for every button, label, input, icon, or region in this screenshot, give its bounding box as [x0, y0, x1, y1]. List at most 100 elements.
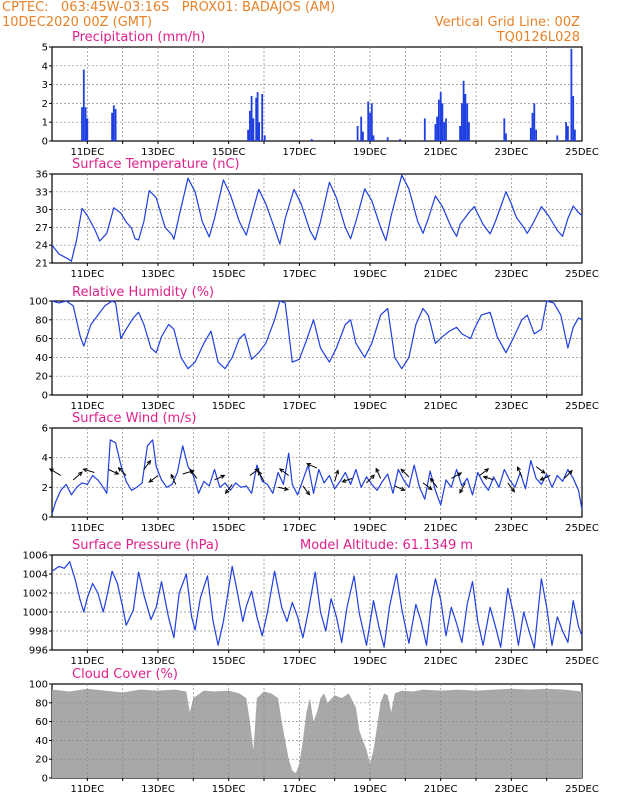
chart-4-wind-arrow: [277, 486, 289, 490]
chart-1-title: Precipitation (mm/h): [72, 30, 205, 45]
chart-1-bar: [84, 107, 87, 141]
chart-1-bar: [434, 124, 437, 141]
chart-4-wind-arrowhead: [510, 487, 516, 493]
chart-1-bar: [574, 129, 576, 141]
chart-2-ytick-label: 21: [35, 259, 48, 270]
chart-1-bar: [459, 126, 461, 141]
chart-4-wind-arrow: [507, 482, 515, 493]
chart-5-ytick-label: 1000: [23, 608, 48, 619]
chart-3-ytick-label: 40: [35, 353, 48, 364]
chart-1-bar: [441, 103, 444, 141]
chart-1-bar: [370, 103, 373, 141]
chart-4-wind-arrowhead: [189, 468, 195, 474]
header-line2-left: 10DEC2020 00Z (GMT): [2, 15, 153, 30]
chart-3-title: Relative Humidity (%): [72, 285, 214, 300]
chart-1-bar: [247, 129, 249, 141]
chart-5-ytick-label: 996: [29, 646, 48, 657]
chart-4-xtick-label: 25DEC: [565, 523, 599, 534]
chart-1-xtick-label: 21DEC: [424, 147, 458, 158]
chart-4-wind-arrow: [535, 466, 546, 474]
chart-1-ytick-label: 3: [42, 80, 48, 91]
chart-4-wind-arrow: [118, 467, 127, 476]
chart-4-wind-arrowhead: [148, 478, 154, 483]
chart-1-bar: [436, 116, 438, 141]
chart-1-ytick-label: 4: [42, 61, 48, 72]
chart-5-ytick-label: 1002: [23, 589, 48, 600]
chart-3-xtick-label: 15DEC: [212, 401, 246, 412]
chart-1-bar: [445, 118, 447, 141]
chart-4-xtick-label: 17DEC: [282, 523, 316, 534]
chart-4-wind-arrow: [143, 460, 151, 470]
chart-4-wind-arrowhead: [539, 476, 545, 481]
chart-4-wind-arrow: [306, 463, 318, 469]
chart-4-ytick-label: 0: [42, 513, 48, 524]
chart-4-wind-arrow: [225, 484, 233, 494]
chart-5-xtick-label: 13DEC: [141, 656, 175, 667]
chart-3-ytick-label: 80: [35, 315, 48, 326]
chart-4-wind-arrow: [366, 474, 375, 484]
chart-4-frame: [51, 427, 583, 518]
chart-5-annotation: Model Altitude: 61.1349 m: [300, 538, 473, 553]
chart-4-xtick-label: 23DEC: [494, 523, 528, 534]
chart-1-bar: [443, 122, 446, 141]
chart-4-wind-arrowhead: [400, 486, 406, 491]
chart-2-frame: [51, 173, 583, 264]
chart-2-title: Surface Temperature (nC): [72, 157, 240, 172]
chart-4-wind-arrowhead: [146, 459, 152, 465]
chart-2-ytick-label: 33: [35, 187, 48, 198]
chart-3-xtick-label: 25DEC: [565, 401, 599, 412]
chart-4-wind-arrowhead: [257, 470, 263, 476]
chart-4-ytick-label: 4: [42, 453, 48, 464]
chart-1-frame: [51, 46, 583, 142]
chart-6-xtick-label: 21DEC: [424, 784, 458, 795]
chart-4-wind-arrowhead: [427, 485, 433, 491]
chart-4-wind-arrow: [483, 476, 494, 481]
chart-5-line: [51, 561, 583, 649]
chart-6-xtick-label: 17DEC: [282, 784, 316, 795]
chart-4-wind-arrowhead: [482, 475, 488, 480]
chart-1-xtick-label: 13DEC: [141, 147, 175, 158]
chart-4-wind-arrow: [422, 482, 433, 490]
chart-4-wind-arrowhead: [278, 468, 284, 473]
chart-3-xtick-label: 19DEC: [353, 401, 387, 412]
chart-4-wind-arrowhead: [516, 466, 521, 472]
chart-4-wind-arrow: [375, 468, 382, 479]
chart-4-xtick-label: 11DEC: [70, 523, 104, 534]
chart-4-wind-arrow: [342, 477, 353, 483]
chart-4-wind-arrowhead: [341, 478, 347, 483]
chart-6-ytick-label: 0: [42, 774, 48, 785]
chart-4-wind-arrow: [170, 474, 177, 485]
chart-1-xtick-label: 17DEC: [282, 147, 316, 158]
chart-1-xtick-label: 11DEC: [70, 147, 104, 158]
chart-1-ytick-label: 1: [42, 118, 48, 129]
chart-5-ytick-label: 1006: [23, 551, 48, 562]
chart-1-bar: [258, 122, 260, 141]
chart-4-wind-arrow: [459, 482, 466, 494]
chart-4-wind-arrow: [302, 485, 310, 496]
chart-2-xtick-label: 15DEC: [212, 269, 246, 280]
chart-5-xtick-label: 19DEC: [353, 656, 387, 667]
chart-4-wind-arrowhead: [459, 488, 464, 494]
header-line3-right: TQ0126L028: [496, 30, 580, 45]
chart-1-bar: [310, 139, 313, 141]
chart-2-xtick-label: 17DEC: [282, 269, 316, 280]
chart-2-xtick-label: 13DEC: [141, 269, 175, 280]
chart-2-xtick-label: 19DEC: [353, 269, 387, 280]
chart-6-xtick-label: 11DEC: [70, 784, 104, 795]
chart-3-ytick-label: 20: [35, 372, 48, 383]
chart-1-bar: [250, 95, 253, 141]
chart-3-xtick-label: 21DEC: [424, 401, 458, 412]
chart-1-bar: [252, 118, 255, 141]
chart-4-wind-arrowhead: [114, 470, 120, 475]
chart-1-ytick-label: 5: [42, 43, 48, 54]
chart-4-wind-arrowhead: [370, 474, 376, 480]
chart-1-bar: [462, 80, 465, 141]
chart-6-xtick-label: 13DEC: [141, 784, 175, 795]
chart-4-wind-arrow: [479, 468, 489, 476]
chart-2-ytick-label: 27: [35, 223, 48, 234]
chart-3-line: [51, 300, 583, 370]
chart-2-xtick-label: 23DEC: [494, 269, 528, 280]
chart-1-bar: [86, 118, 89, 141]
chart-1-bar: [367, 101, 370, 141]
